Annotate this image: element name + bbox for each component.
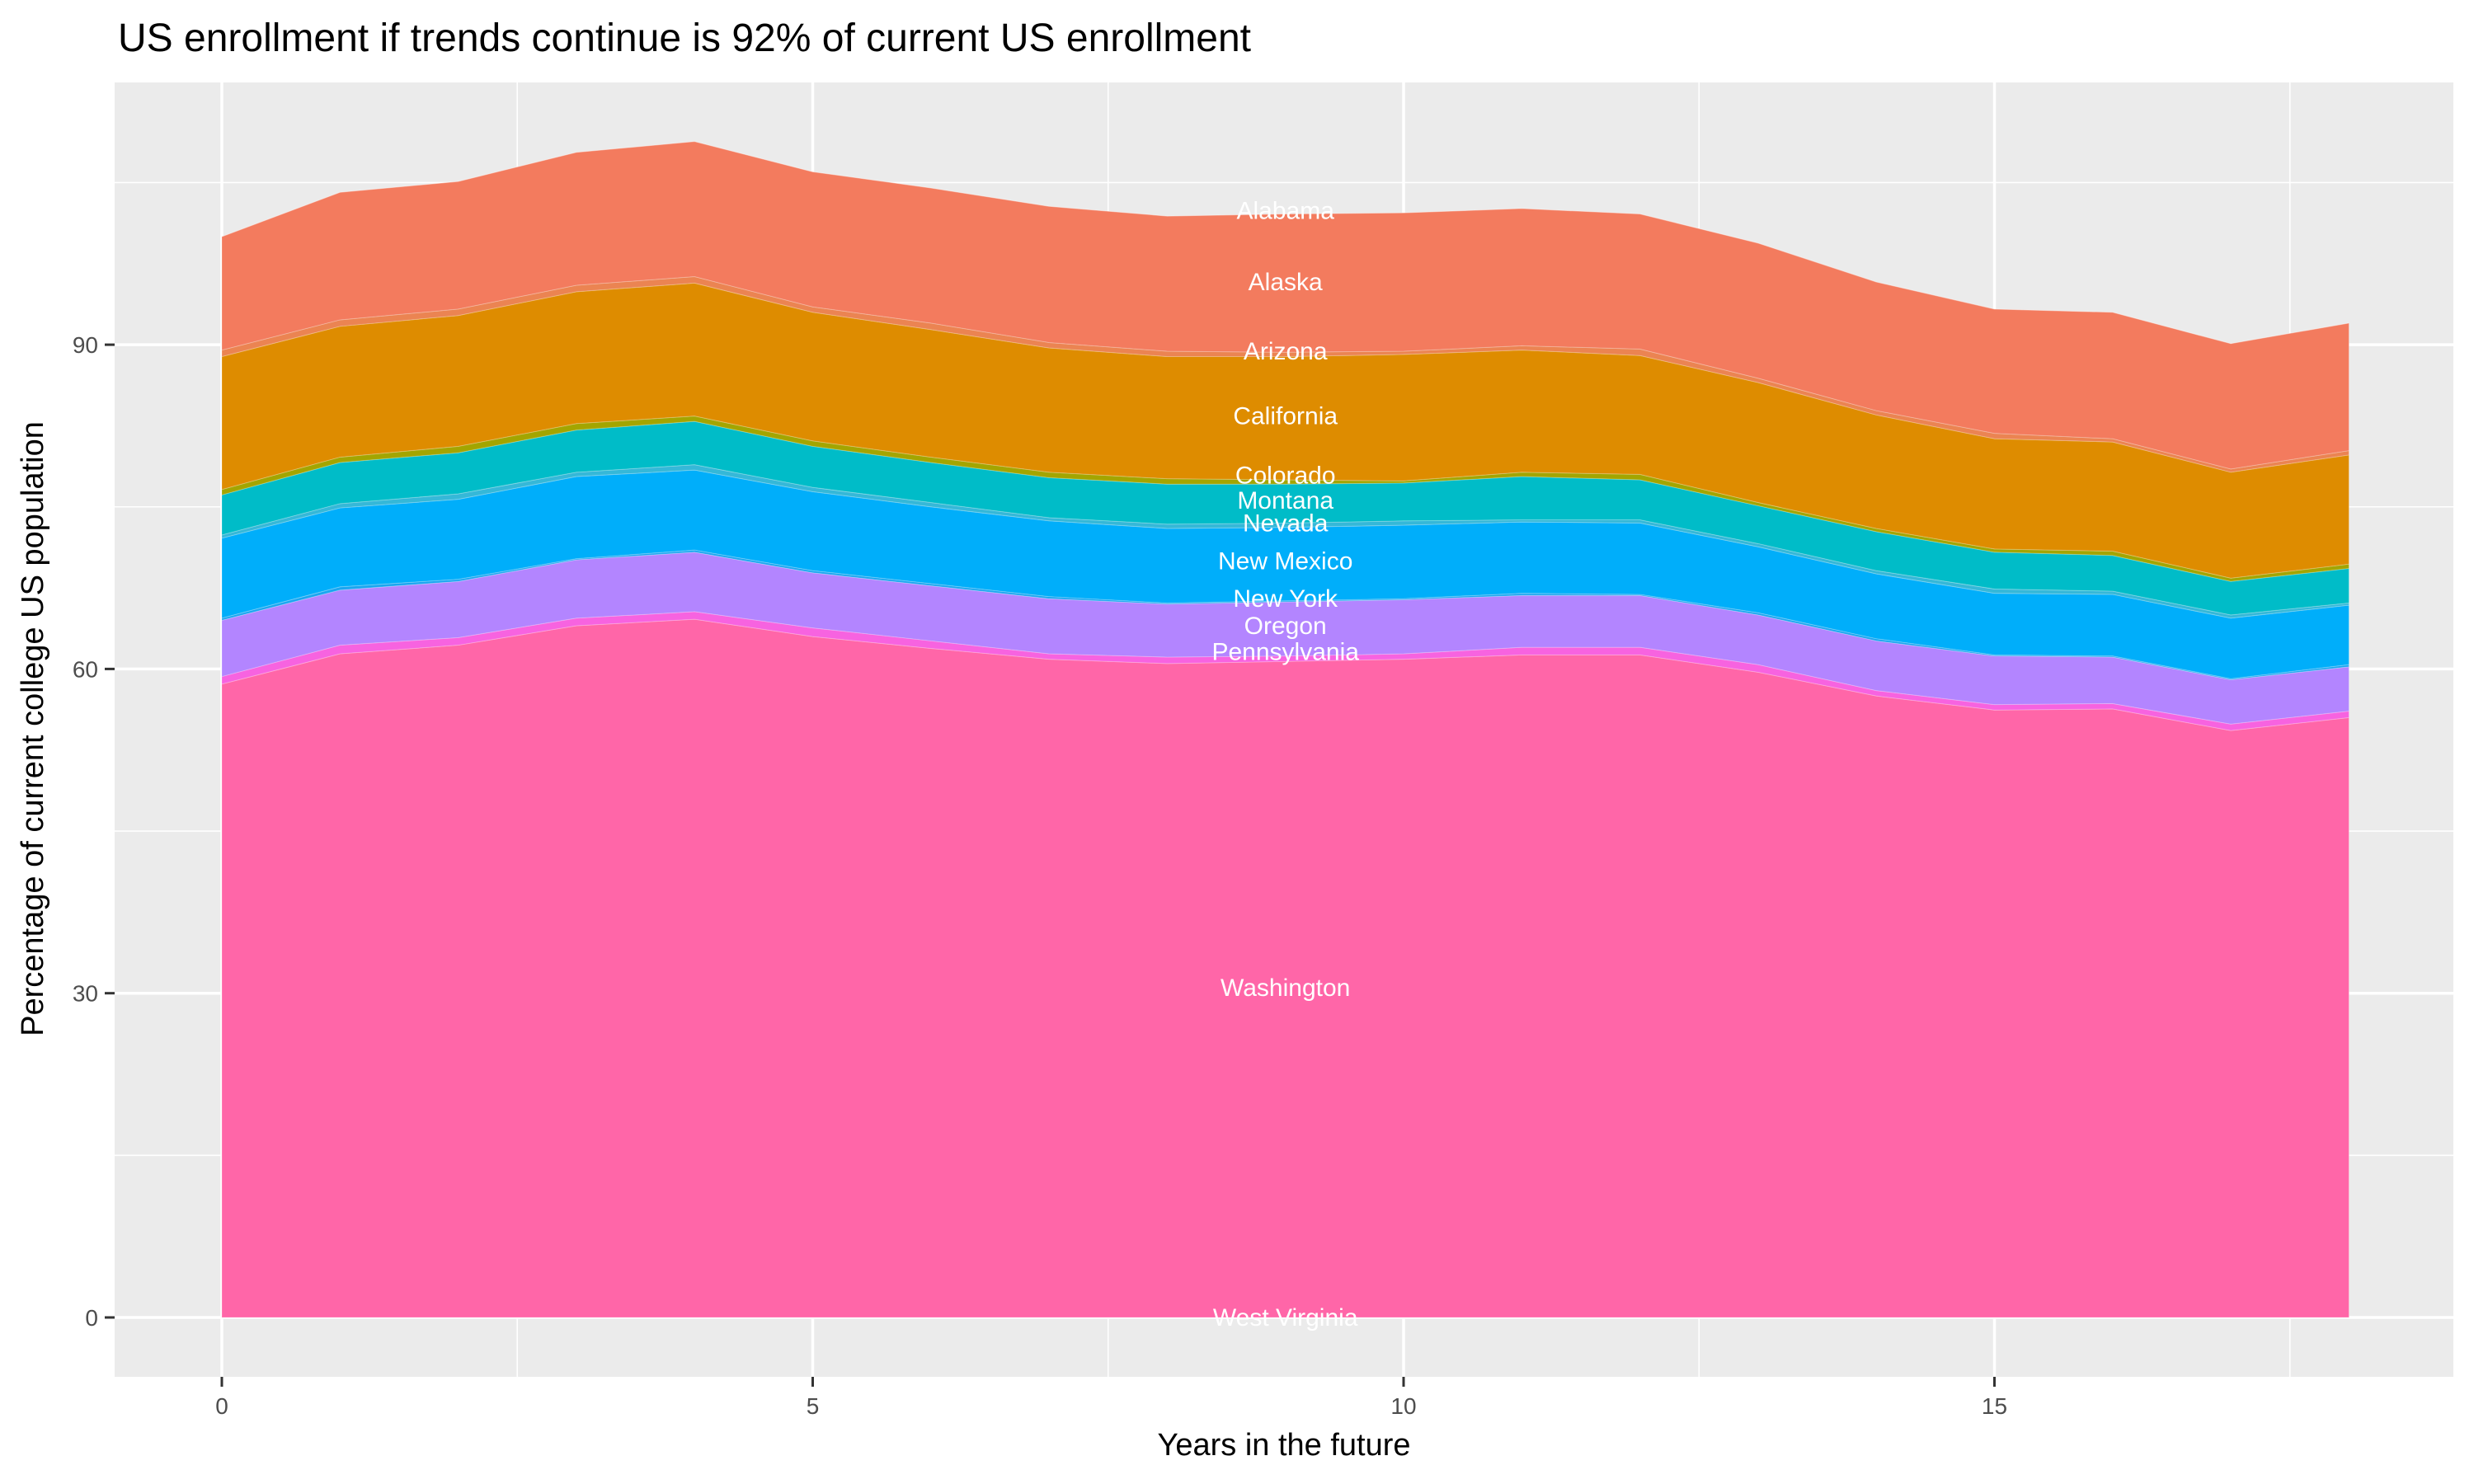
area-label: California (1233, 403, 1338, 430)
area-label: Washington (1221, 974, 1350, 1002)
y-tick-label: 0 (85, 1305, 98, 1331)
area-label: Alaska (1249, 269, 1323, 296)
x-tick-label: 10 (1390, 1393, 1416, 1419)
y-tick-label: 60 (73, 656, 98, 682)
x-tick-label: 5 (807, 1393, 820, 1419)
x-tick-label: 0 (215, 1393, 228, 1419)
area-label: Pennsylvania (1211, 638, 1359, 665)
x-axis-title: Years in the future (1157, 1428, 1410, 1463)
area-label: New Mexico (1218, 547, 1352, 575)
area-colorado (221, 416, 2349, 582)
area-series (221, 141, 2349, 1318)
area-label: West Virginia (1213, 1304, 1358, 1331)
area-alabama (221, 141, 2349, 345)
area-label: Oregon (1244, 613, 1327, 640)
area-label: Arizona (1244, 338, 1328, 365)
y-tick-label: 30 (73, 981, 98, 1007)
area-washington (221, 618, 2349, 1318)
area-label: Nevada (1243, 510, 1329, 537)
area-labels: Alabama Alaska Arizona California ColoradoMo… (1211, 198, 1359, 1331)
axes: 0 5 10 15 0 30 60 90 (73, 332, 2007, 1419)
y-axis-title: Percentage of current college US populat… (16, 421, 50, 1036)
y-tick-label: 90 (73, 332, 98, 358)
area-arizona (221, 276, 2349, 473)
area-new-york (221, 549, 2349, 681)
area-alaska (221, 141, 2349, 470)
chart-title: US enrollment if trends continue is 92% … (118, 16, 1251, 60)
area-oregon (221, 552, 2349, 725)
area-label: Alabama (1236, 198, 1334, 225)
area-label: Montana (1237, 487, 1333, 514)
x-tick-label: 15 (1982, 1393, 2007, 1419)
area-nevada (221, 464, 2349, 619)
area-label: New York (1233, 585, 1338, 613)
area-new-mexico (221, 469, 2349, 679)
area-label: Colorado (1235, 463, 1336, 490)
